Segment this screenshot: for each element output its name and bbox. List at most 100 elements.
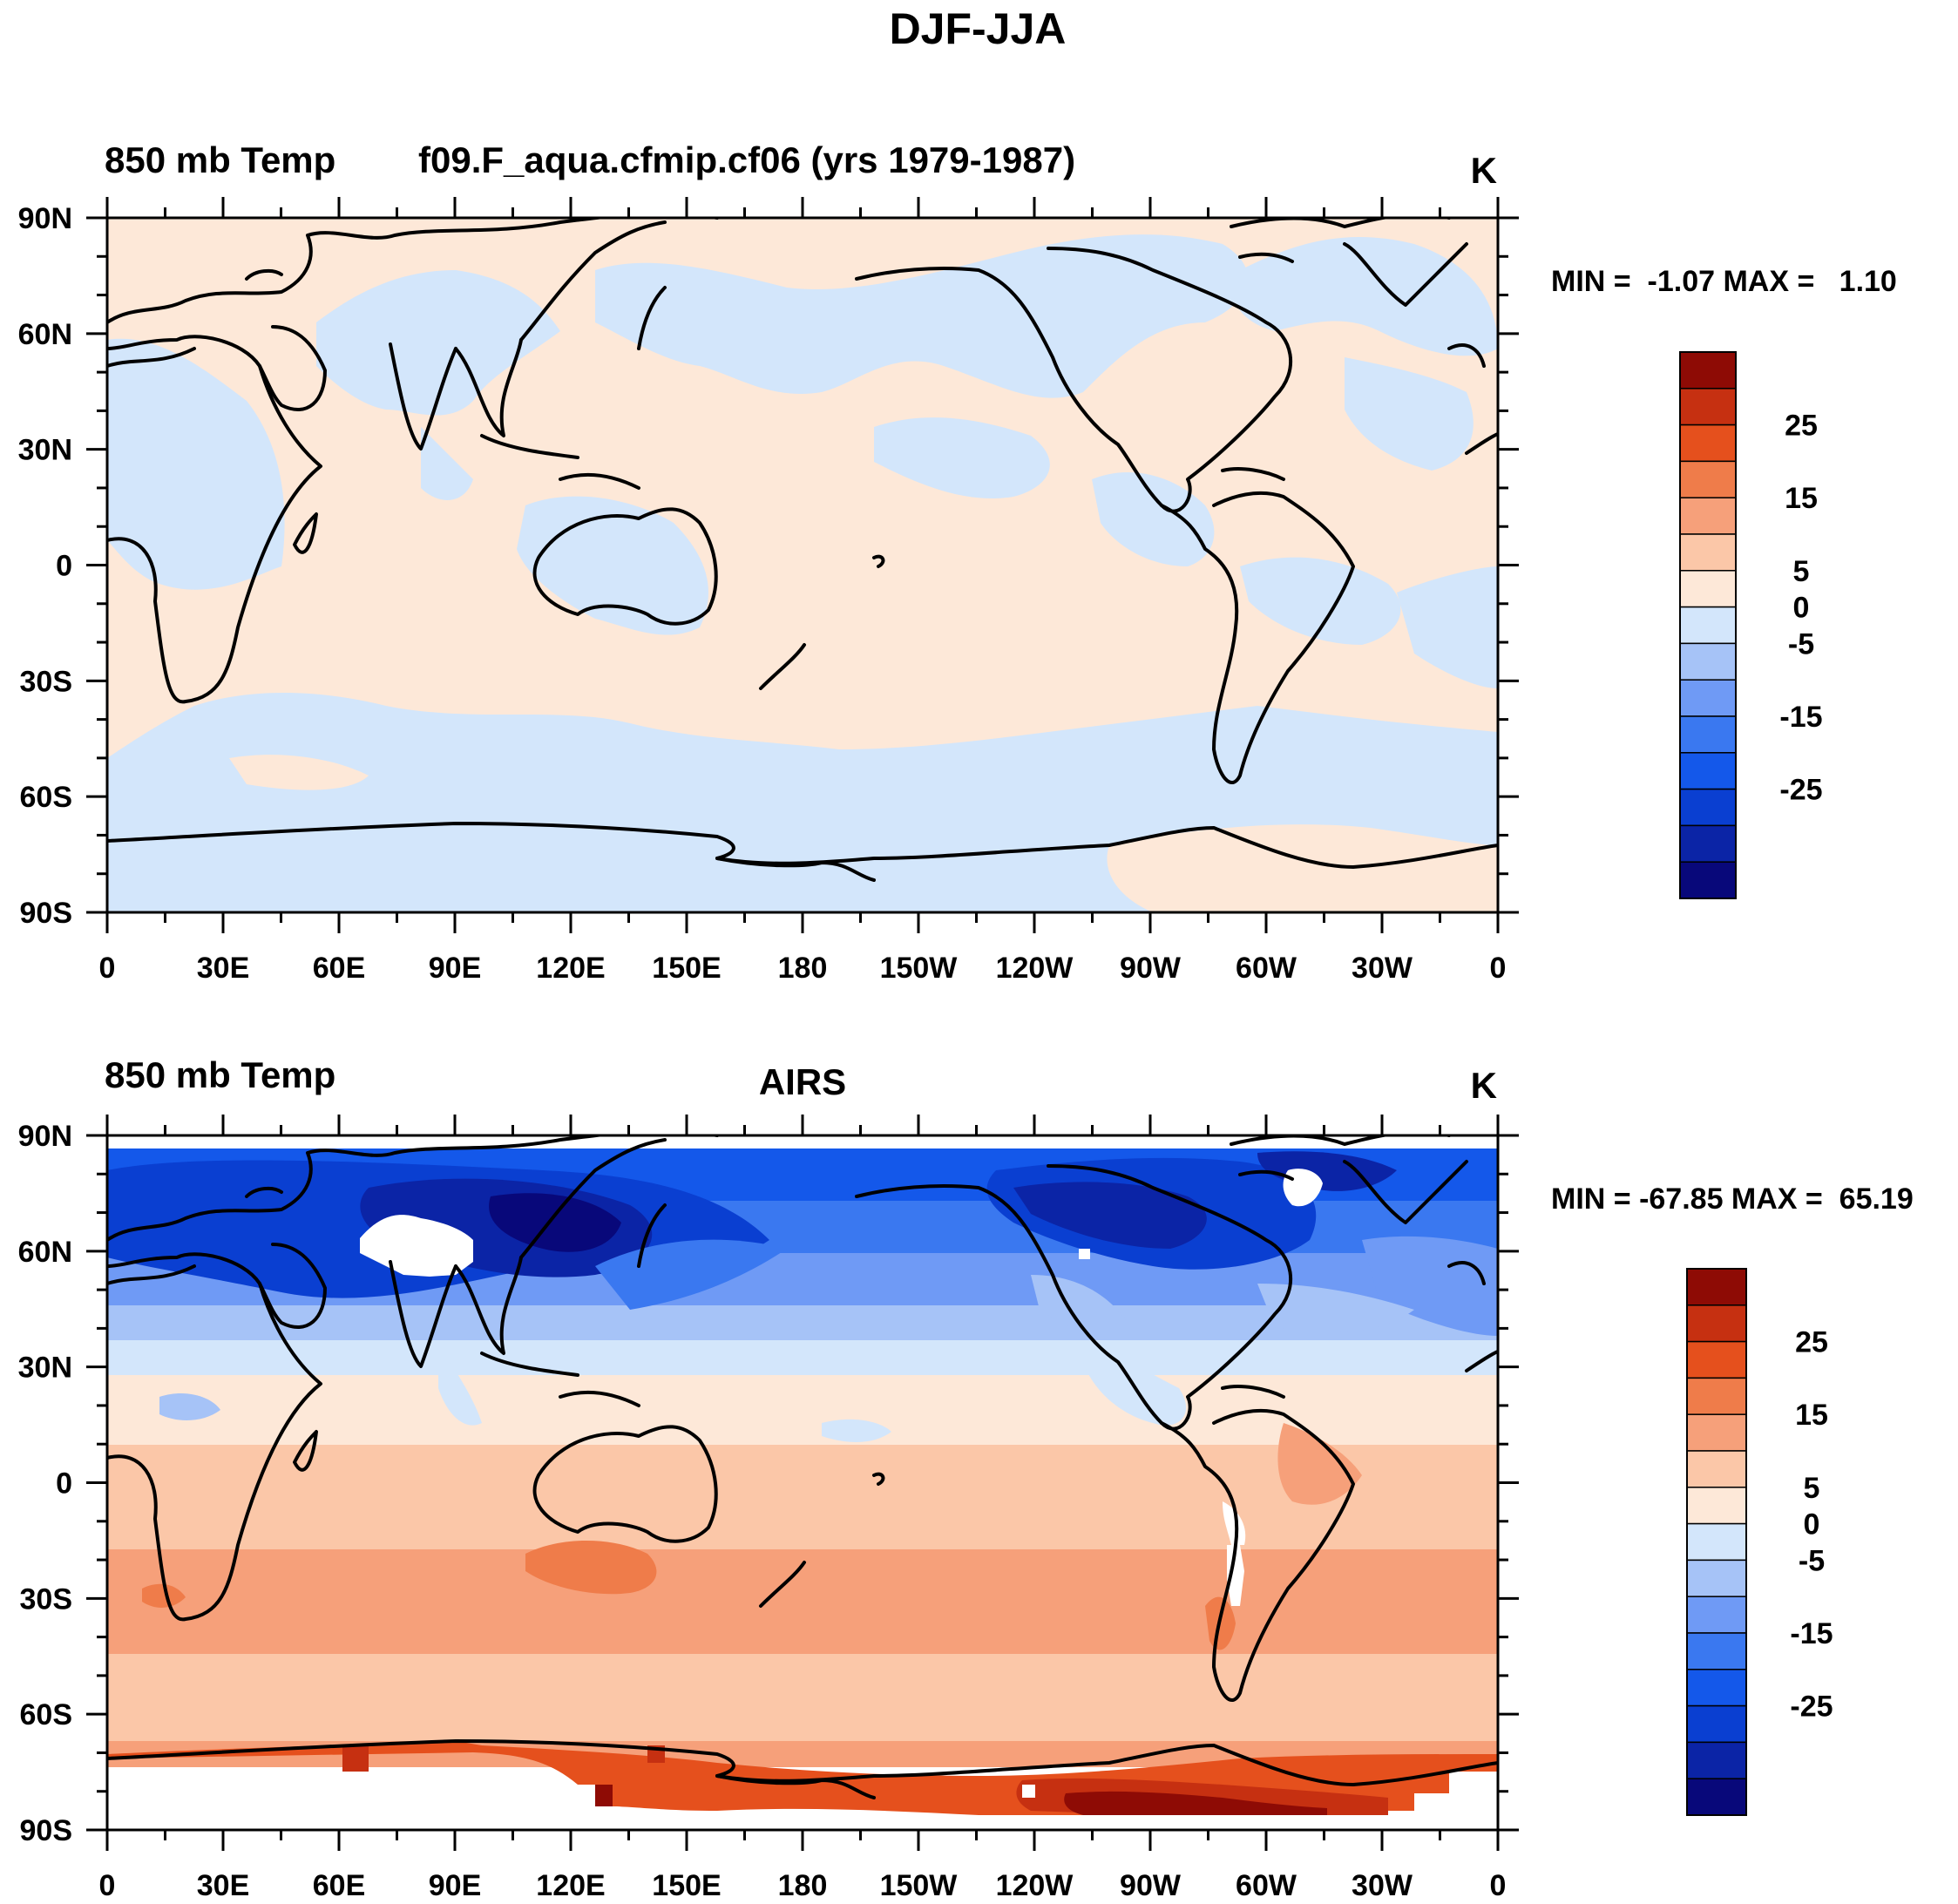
colorbar-swatch [1686,1596,1747,1634]
colorbar-label: 5 [1804,1472,1820,1505]
map-field-model [107,218,1498,912]
colorbar-swatch [1679,460,1737,498]
colorbar-swatch [1686,1268,1747,1306]
x-tick-label: 0 [1490,952,1507,985]
panel-obs: 850 mb Temp AIRS K [18,1054,1914,1902]
x-tick-label: 30W [1352,952,1413,985]
x-tick-label: 120E [536,1869,605,1902]
y-tick-label: 90N [18,1120,72,1153]
axis-labels-model: 0 30E 60E 90E 120E 150E 180 150W 120W 90W 60W 30W 09… [18,202,1507,985]
colorbar-swatch [1679,715,1737,754]
x-tick-label: 120W [996,1869,1074,1902]
x-tick-label: 180 [778,952,828,985]
y-tick-label: 60S [20,781,73,814]
map-field-obs [107,1135,1498,1830]
x-tick-label: 150W [880,1869,959,1902]
colorbar-swatch [1679,824,1737,863]
panel-units: K [1471,150,1497,191]
x-tick-label: 30E [197,952,250,985]
colorbar-label: 15 [1795,1399,1828,1432]
y-tick-label: 90S [20,1814,73,1847]
colorbar-label: 5 [1793,555,1810,588]
colorbar-swatch [1686,1669,1747,1707]
colorbar-obs: 25 15 50-5 -15 -25 [1686,1268,1833,1816]
y-tick-label: 90S [20,897,73,930]
colorbar-swatch [1679,861,1737,899]
colorbar-swatch [1679,351,1737,390]
x-tick-label: 0 [99,952,116,985]
x-tick-label: 120E [536,952,605,985]
x-tick-label: 0 [1490,1869,1507,1902]
x-tick-label: 180 [778,1869,828,1902]
colorbar-swatch [1686,1522,1747,1562]
y-tick-label: 30N [18,434,72,467]
x-tick-label: 30E [197,1869,250,1902]
y-tick-label: 0 [56,550,72,583]
figure-title: DJF-JJA [890,4,1067,53]
panel-center-title: AIRS [759,1061,846,1102]
panel-stats: MIN = -67.85 MAX = 65.19 [1551,1182,1914,1216]
y-tick-label: 60N [18,1236,72,1269]
panel-units: K [1471,1065,1497,1106]
colorbar-swatch [1679,752,1737,790]
colorbar-model: 25 15 5 0-5 -15 -25 [1679,351,1823,899]
colorbar-label: -25 [1779,774,1822,807]
colorbar-label: 0 [1793,592,1810,625]
x-tick-label: 30W [1352,1869,1413,1902]
colorbar-swatch [1679,533,1737,572]
y-tick-label: 60S [20,1698,73,1731]
colorbar-swatch [1686,1778,1747,1816]
x-tick-label: 90W [1120,952,1182,985]
axis-ticks-obs [86,1115,1519,1851]
colorbar-label: 25 [1795,1326,1828,1359]
x-tick-label: 150E [652,1869,721,1902]
x-tick-label: 90W [1120,1869,1182,1902]
colorbar-swatch [1686,1741,1747,1779]
colorbar-swatch [1686,1559,1747,1597]
colorbar-swatch [1679,679,1737,717]
colorbar-swatch [1686,1487,1747,1525]
x-tick-label: 60W [1236,952,1297,985]
panel-left-title: 850 mb Temp [105,139,335,180]
colorbar-label: -25 [1790,1691,1833,1724]
panel-left-title: 850 mb Temp [105,1054,335,1095]
x-tick-label: 60E [313,1869,366,1902]
colorbar-swatch [1686,1340,1747,1379]
x-tick-label: 120W [996,952,1074,985]
axis-ticks-model [86,197,1519,933]
colorbar-swatch [1686,1304,1747,1343]
x-tick-label: 60E [313,952,366,985]
colorbar-swatch [1679,570,1737,608]
y-tick-label: 30N [18,1352,72,1385]
colorbar-label: 25 [1785,410,1818,443]
axis-labels-obs: 0 30E 60E 90E 120E 150E 180 150W 120W 90W 60W 30W 09… [18,1120,1507,1902]
x-tick-label: 90E [429,1869,482,1902]
colorbar-swatch [1679,388,1737,426]
x-tick-label: 0 [99,1869,116,1902]
colorbar-label: -15 [1779,701,1822,734]
colorbar-label: -5 [1799,1544,1825,1577]
colorbar-swatch [1679,606,1737,645]
colorbar-label: 15 [1785,482,1818,515]
colorbar-swatch [1686,1632,1747,1670]
colorbar-label: -5 [1788,627,1814,661]
panel-model: 850 mb Temp f09.F_aqua.cfmip.cf06 (yrs 1… [18,139,1897,985]
colorbar-swatch [1679,497,1737,535]
colorbar-swatch [1679,423,1737,463]
y-tick-label: 30S [20,665,73,698]
colorbar-swatch [1679,788,1737,827]
x-tick-label: 90E [429,952,482,985]
y-tick-label: 60N [18,318,72,351]
colorbar-swatch [1686,1450,1747,1488]
colorbar-label: 0 [1804,1508,1820,1541]
colorbar-label: -15 [1790,1617,1833,1650]
x-tick-label: 60W [1236,1869,1297,1902]
x-tick-label: 150E [652,952,721,985]
colorbar-swatch [1686,1377,1747,1415]
panel-stats: MIN = -1.07 MAX = 1.10 [1551,265,1897,298]
x-tick-label: 150W [880,952,959,985]
y-tick-label: 30S [20,1582,73,1616]
colorbar-swatch [1679,642,1737,681]
y-tick-label: 0 [56,1467,72,1501]
